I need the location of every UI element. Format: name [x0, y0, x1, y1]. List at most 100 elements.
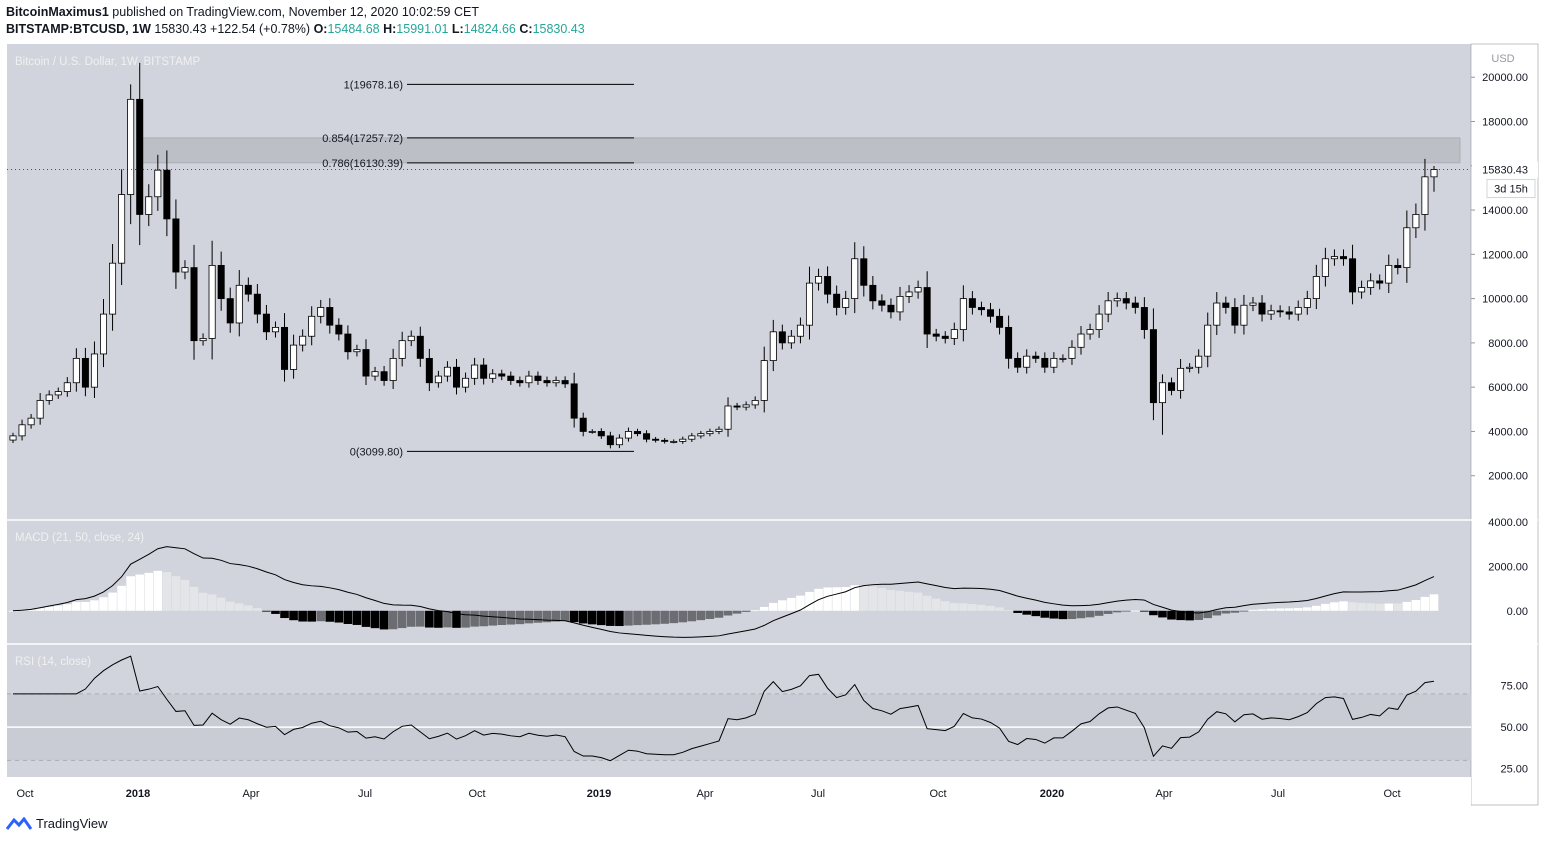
candle-down: [1258, 302, 1266, 315]
candle-down: [262, 313, 270, 333]
macd-histogram-bar: [515, 610, 525, 625]
rsi-tick-label: 50.00: [1500, 722, 1528, 734]
candle-down: [1014, 357, 1022, 368]
candle-up: [208, 264, 216, 339]
candle-down: [561, 380, 569, 385]
time-tick-label: Apr: [1155, 788, 1172, 800]
candle-up: [1158, 382, 1166, 404]
candle-down: [733, 405, 741, 408]
candle-up: [271, 326, 279, 333]
candle-up: [9, 435, 17, 441]
macd-histogram-bar: [660, 610, 669, 624]
candle-down: [244, 284, 252, 295]
macd-histogram-bar: [361, 610, 371, 627]
candle-up: [1086, 329, 1094, 335]
candle-down: [869, 284, 877, 302]
candle-down: [1349, 258, 1357, 293]
tradingview-logo-icon: [6, 816, 32, 830]
candle-up: [389, 357, 397, 381]
macd-histogram-bar: [1393, 603, 1403, 611]
macd-histogram-bar: [560, 610, 570, 622]
macd-histogram-bar: [1185, 610, 1194, 621]
candle-down: [652, 438, 660, 441]
candle-up: [63, 382, 71, 392]
candle-up: [317, 307, 325, 317]
candle-down: [344, 333, 352, 353]
macd-histogram-bar: [1221, 610, 1231, 614]
candle-up: [299, 335, 307, 346]
macd-histogram-bar: [135, 574, 145, 611]
macd-histogram-bar: [1366, 603, 1375, 611]
macd-histogram-bar: [977, 604, 986, 611]
candle-down: [416, 335, 424, 359]
macd-histogram-bar: [678, 610, 688, 623]
high-label: H:: [383, 22, 397, 36]
macd-histogram-bar: [425, 610, 434, 628]
candle-up: [1059, 357, 1067, 360]
currency-label: USD: [1491, 53, 1514, 65]
candle-up: [815, 276, 823, 284]
macd-histogram-bar: [388, 610, 398, 630]
macd-histogram-bar: [524, 610, 534, 624]
candle-up: [72, 357, 80, 384]
candle-down: [217, 264, 225, 300]
candle-up: [1023, 355, 1031, 368]
candle-up: [1421, 176, 1429, 215]
macd-histogram-bar: [569, 610, 579, 623]
macd-histogram-bar: [1230, 610, 1240, 613]
macd-histogram-bar: [669, 610, 679, 624]
candle-up: [1358, 287, 1366, 293]
candle-down: [878, 300, 886, 306]
macd-histogram-bar: [1248, 609, 1258, 611]
macd-histogram-bar: [832, 587, 841, 611]
tradingview-brand[interactable]: TradingView: [6, 816, 108, 831]
brand-label: TradingView: [36, 816, 108, 831]
last-price-tag: [1472, 161, 1538, 178]
candle-up: [371, 371, 379, 377]
macd-histogram-bar: [316, 610, 326, 622]
macd-histogram-bar: [99, 597, 108, 611]
candle-up: [1050, 357, 1058, 368]
macd-histogram-bar: [1348, 602, 1357, 611]
price-tick-label: 10000.00: [1482, 294, 1528, 306]
candle-down: [226, 298, 234, 324]
macd-histogram-bar: [1375, 603, 1384, 611]
candle-up: [127, 98, 135, 195]
candle-up: [1113, 298, 1121, 302]
candle-up: [1303, 298, 1311, 308]
macd-histogram-bar: [651, 610, 660, 625]
candle-up: [697, 433, 705, 437]
candle-down: [1222, 302, 1230, 308]
candle-down: [987, 309, 995, 317]
macd-histogram-bar: [1167, 610, 1176, 620]
countdown-label: 3d 15h: [1494, 184, 1528, 196]
macd-histogram-bar: [162, 572, 172, 611]
rsi-tick-label: 25.00: [1500, 764, 1528, 776]
candle-down: [1168, 382, 1176, 391]
macd-histogram-bar: [1031, 610, 1041, 617]
macd-histogram-bar: [940, 601, 950, 611]
close-value: 15830.43: [532, 22, 585, 36]
candle-down: [1041, 357, 1049, 368]
rsi-tick-label: 75.00: [1500, 681, 1528, 693]
candle-down: [1276, 310, 1284, 313]
author-link[interactable]: BitcoinMaximus1: [6, 5, 109, 19]
candle-down: [507, 375, 515, 381]
time-tick-label: Oct: [1383, 788, 1400, 800]
candle-up: [760, 360, 768, 401]
low-value: 14824.66: [463, 22, 516, 36]
macd-histogram-bar: [1257, 609, 1267, 611]
chart-header: BitcoinMaximus1 published on TradingView…: [6, 4, 585, 38]
macd-histogram-bar: [26, 609, 36, 611]
candle-up: [670, 441, 678, 443]
price-tick-label: 12000.00: [1482, 249, 1528, 261]
macd-histogram-bar: [922, 595, 932, 611]
candle-up: [805, 282, 813, 326]
macd-histogram-bar: [750, 610, 760, 612]
candle-up: [1430, 169, 1438, 178]
candle-up: [154, 169, 162, 198]
macd-histogram-bar: [253, 608, 262, 611]
candle-up: [1195, 355, 1203, 368]
candle-up: [1186, 366, 1194, 369]
